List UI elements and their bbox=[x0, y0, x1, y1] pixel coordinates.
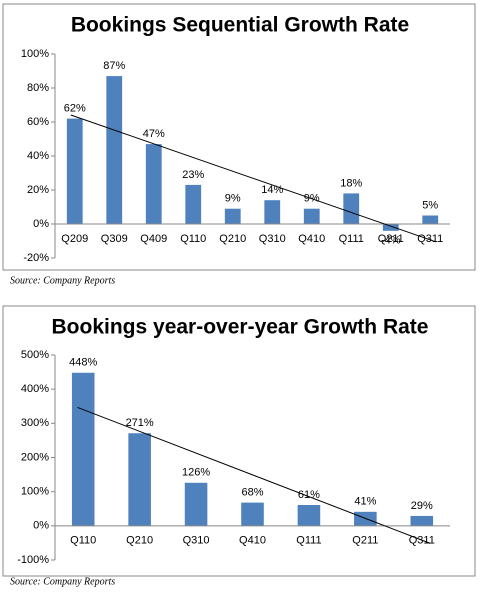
data-label: 5% bbox=[422, 199, 438, 211]
y-tick-label: 60% bbox=[27, 116, 49, 128]
bar bbox=[297, 504, 321, 526]
x-tick-label: Q409 bbox=[140, 233, 167, 245]
bar bbox=[185, 184, 202, 224]
y-tick-label: 300% bbox=[21, 417, 49, 429]
y-tick-label: 0% bbox=[33, 218, 49, 230]
data-label: 14% bbox=[261, 184, 283, 196]
x-tick-label: Q111 bbox=[339, 233, 364, 245]
bar bbox=[145, 144, 162, 224]
bar bbox=[343, 193, 360, 224]
x-tick-label: Q110 bbox=[180, 233, 206, 245]
source-note: Source: Company Reports bbox=[10, 275, 115, 286]
x-tick-label: Q410 bbox=[298, 233, 325, 245]
data-label: 61% bbox=[298, 489, 320, 501]
y-tick-label: -20% bbox=[23, 252, 49, 264]
data-label: 271% bbox=[126, 417, 154, 429]
x-tick-label: Q309 bbox=[101, 233, 128, 245]
data-label: 126% bbox=[182, 467, 210, 479]
bar bbox=[66, 118, 83, 224]
x-tick-label: Q311 bbox=[417, 233, 443, 245]
bar bbox=[264, 200, 281, 224]
data-label: 47% bbox=[143, 128, 165, 140]
bar bbox=[303, 208, 320, 224]
x-tick-label: Q211 bbox=[352, 535, 378, 547]
y-tick-label: 100% bbox=[21, 48, 49, 60]
y-tick-label: 0% bbox=[33, 520, 49, 532]
data-label: 9% bbox=[225, 193, 241, 205]
data-label: 68% bbox=[241, 487, 263, 499]
y-tick-label: 400% bbox=[21, 383, 49, 395]
trendline bbox=[77, 407, 431, 544]
x-tick-label: Q211 bbox=[378, 233, 404, 245]
bar bbox=[410, 515, 434, 526]
bar bbox=[184, 482, 208, 526]
y-tick-label: 40% bbox=[27, 150, 49, 162]
bar bbox=[71, 372, 95, 526]
source-note: Source: Company Reports bbox=[10, 576, 115, 587]
y-tick-label: 80% bbox=[27, 82, 49, 94]
data-label: 448% bbox=[69, 357, 97, 369]
y-tick-label: 200% bbox=[21, 451, 49, 463]
x-tick-label: Q410 bbox=[239, 535, 266, 547]
y-tick-label: 100% bbox=[21, 486, 49, 498]
bar bbox=[224, 208, 241, 224]
data-label: 62% bbox=[64, 103, 86, 115]
bar bbox=[106, 76, 123, 224]
data-label: 87% bbox=[103, 60, 125, 72]
x-tick-label: Q310 bbox=[259, 233, 286, 245]
x-tick-label: Q210 bbox=[219, 233, 246, 245]
data-label: 23% bbox=[182, 169, 204, 181]
bar bbox=[128, 433, 151, 526]
y-tick-label: 20% bbox=[27, 184, 49, 196]
x-tick-label: Q209 bbox=[61, 233, 88, 245]
bar bbox=[241, 502, 264, 526]
x-tick-label: Q111 bbox=[296, 535, 321, 547]
bar bbox=[422, 215, 439, 224]
y-tick-label: 500% bbox=[21, 349, 49, 361]
trendline bbox=[70, 114, 437, 243]
x-tick-label: Q310 bbox=[183, 535, 210, 547]
x-tick-label: Q210 bbox=[126, 535, 153, 547]
data-label: 18% bbox=[340, 177, 362, 189]
data-label: -4% bbox=[381, 235, 401, 247]
x-tick-label: Q110 bbox=[70, 535, 96, 547]
data-label: 29% bbox=[411, 500, 433, 512]
data-label: 41% bbox=[354, 496, 376, 508]
chart-title: Bookings year-over-year Growth Rate bbox=[52, 316, 429, 339]
bar bbox=[382, 224, 399, 231]
y-tick-label: -100% bbox=[17, 554, 49, 566]
chart-title: Bookings Sequential Growth Rate bbox=[71, 14, 409, 37]
